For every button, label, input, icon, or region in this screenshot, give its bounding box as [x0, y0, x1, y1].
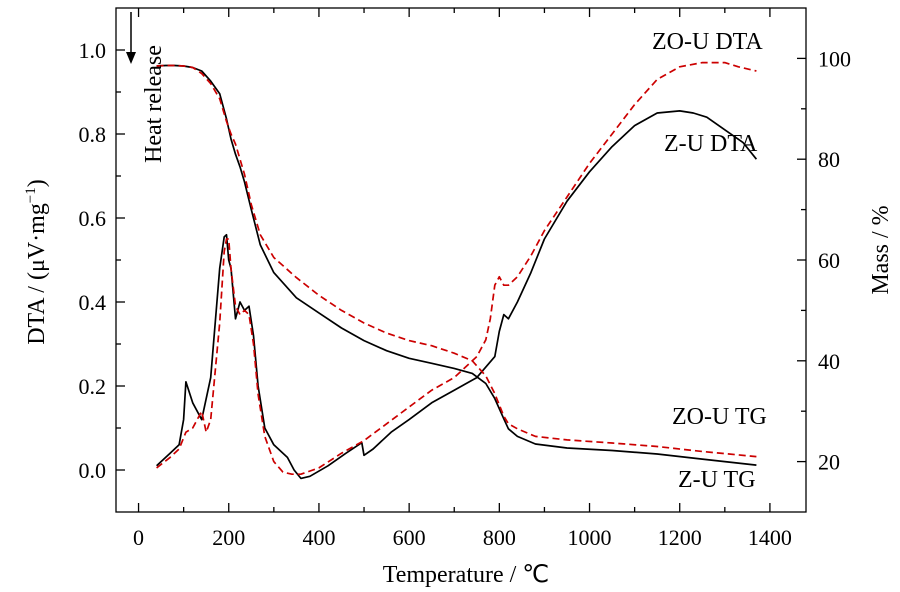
- x-tick-label: 1200: [658, 525, 702, 550]
- annotation-zo-u-dta: ZO-U DTA: [652, 29, 763, 55]
- annotation-z-u-tg: Z-U TG: [678, 467, 756, 493]
- y-right-tick-label: 20: [818, 450, 840, 475]
- series-line-z-u-tg: [156, 64, 757, 466]
- y-right-tick-label: 60: [818, 248, 840, 273]
- series-line-zo-u-tg: [156, 64, 757, 458]
- x-tick-label: 800: [483, 525, 516, 550]
- y-axis-left-title-sup: −1: [23, 187, 39, 203]
- axis-ticks: [116, 8, 806, 512]
- axis-tick-labels: 0 200 400 600 800 1000 1200 1400 0.0 0.2 0.4 0.6 0.8…: [79, 38, 852, 550]
- y-axis-left-title: DTA / (μV·mg−1): [23, 179, 50, 345]
- y-left-tick-label: 0.0: [79, 458, 107, 483]
- x-tick-label: 200: [212, 525, 245, 550]
- y-axis-right-title: Mass / %: [868, 205, 894, 294]
- annotation-zo-u-tg: ZO-U TG: [672, 404, 767, 430]
- y-left-tick-label: 1.0: [79, 38, 107, 63]
- heat-release-label: Heat release: [141, 45, 167, 163]
- y-left-tick-label: 0.2: [79, 374, 107, 399]
- heat-release-arrow-icon: [126, 12, 136, 64]
- y-left-tick-label: 0.4: [79, 290, 107, 315]
- y-right-tick-label: 40: [818, 349, 840, 374]
- x-tick-label: 400: [302, 525, 335, 550]
- x-tick-label: 1400: [748, 525, 792, 550]
- x-tick-label: 1000: [568, 525, 612, 550]
- y-axis-left-title-close: ): [24, 179, 50, 187]
- y-axis-left-title-main: DTA / (μV·mg: [24, 203, 50, 345]
- x-tick-label: 0: [133, 525, 144, 550]
- y-right-tick-label: 80: [818, 147, 840, 172]
- plot-frame: [115, 7, 807, 513]
- y-left-tick-label: 0.6: [79, 206, 107, 231]
- x-tick-label: 600: [393, 525, 426, 550]
- series-line-zo-u-dta: [156, 61, 757, 476]
- series-line-z-u-dta: [156, 110, 758, 480]
- y-right-tick-label: 100: [818, 46, 851, 71]
- y-left-tick-label: 0.8: [79, 122, 107, 147]
- annotation-z-u-dta: Z-U DTA: [664, 131, 758, 157]
- x-axis-title: Temperature / ℃: [383, 562, 550, 588]
